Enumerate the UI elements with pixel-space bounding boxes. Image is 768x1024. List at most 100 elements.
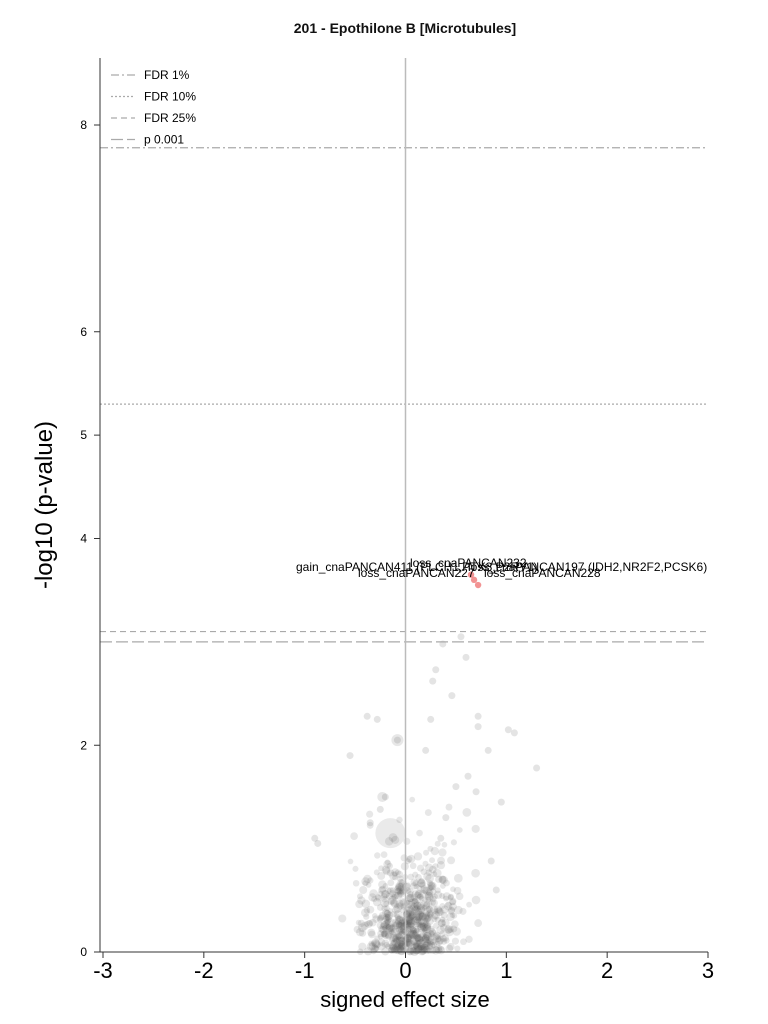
scatter-point: [406, 941, 413, 948]
scatter-point: [397, 942, 406, 951]
scatter-point: [418, 895, 425, 902]
x-tick-label: 0: [399, 958, 411, 983]
scatter-point: [377, 890, 384, 897]
scatter-point: [417, 879, 426, 888]
scatter-point: [424, 941, 433, 951]
scatter-point: [433, 922, 440, 929]
scatter-point: [411, 943, 418, 951]
scatter-point: [497, 798, 505, 806]
scatter-point: [444, 926, 453, 934]
scatter-point: [425, 893, 434, 903]
scatter-point: [391, 734, 404, 747]
scatter-point: [450, 886, 456, 893]
scatter-point: [414, 908, 423, 916]
scatter-point: [453, 886, 462, 895]
scatter-point: [387, 879, 395, 887]
scatter-point: [419, 922, 427, 930]
scatter-point: [410, 882, 418, 890]
scatter-point: [466, 901, 472, 908]
scatter-point: [390, 899, 399, 908]
scatter-point: [429, 857, 436, 864]
scatter-point: [385, 892, 393, 900]
scatter-point: [385, 924, 394, 932]
x-ticks: -3 -2 -1 0 1 2 3: [93, 952, 714, 983]
scatter-point: [382, 913, 391, 922]
scatter-point: [376, 903, 384, 911]
scatter-point: [410, 902, 419, 912]
scatter-point: [439, 935, 447, 943]
scatter-point: [423, 921, 431, 929]
scatter-point: [408, 911, 417, 920]
scatter-point: [395, 936, 402, 943]
scatter-point: [379, 926, 387, 934]
scatter-point: [382, 883, 389, 889]
scatter-point: [408, 922, 415, 929]
scatter-point: [397, 879, 405, 887]
scatter-point: [440, 938, 448, 945]
scatter-point: [416, 939, 426, 948]
scatter-point: [361, 877, 370, 886]
scatter-point: [407, 934, 415, 942]
scatter-point: [397, 882, 407, 891]
scatter-point: [398, 916, 406, 924]
scatter-point: [433, 934, 442, 943]
scatter-point: [404, 918, 412, 926]
scatter-point: [447, 926, 455, 933]
scatter-point: [423, 932, 431, 940]
scatter-point: [383, 905, 390, 912]
scatter-point: [390, 910, 397, 918]
scatter-point: [388, 927, 395, 934]
scatter-point: [417, 923, 426, 933]
scatter-point: [437, 919, 446, 928]
scatter-point: [363, 921, 370, 927]
scatter-point: [414, 902, 422, 910]
scatter-point: [419, 924, 426, 931]
scatter-point: [439, 903, 446, 910]
scatter-point: [404, 887, 412, 895]
scatter-point: [427, 845, 434, 852]
scatter-point: [425, 888, 433, 896]
scatter-point: [397, 890, 404, 897]
scatter-point: [397, 942, 406, 950]
scatter-point: [413, 883, 420, 890]
scatter-point: [421, 928, 428, 936]
scatter-point: [393, 910, 403, 919]
scatter-point: [311, 834, 319, 842]
scatter-point: [417, 911, 425, 919]
scatter-point: [385, 943, 392, 950]
scatter-point: [457, 633, 465, 641]
scatter-point: [441, 934, 449, 942]
scatter-point: [377, 942, 386, 951]
scatter-point: [370, 944, 379, 953]
scatter-point: [422, 923, 430, 932]
scatter-point: [421, 917, 429, 925]
scatter-point: [422, 746, 430, 754]
scatter-point: [416, 933, 426, 943]
scatter-point: [430, 941, 438, 949]
scatter-point: [414, 939, 423, 949]
scatter-point: [392, 905, 401, 914]
scatter-point: [421, 935, 429, 944]
scatter-point: [412, 942, 421, 950]
scatter-point: [425, 863, 434, 872]
scatter-point: [360, 921, 369, 930]
scatter-point: [384, 924, 393, 933]
scatter-point: [406, 918, 413, 925]
scatter-point: [426, 909, 434, 918]
scatter-point: [406, 922, 415, 931]
scatter-point: [429, 895, 437, 903]
scatter-point: [462, 808, 472, 817]
scatter-point: [377, 871, 386, 880]
scatter-point: [438, 848, 447, 857]
scatter-point: [431, 916, 438, 923]
scatter-point: [445, 944, 454, 953]
scatter-point: [406, 905, 414, 914]
point-annotation: loss_cnaPANCAN232: [410, 556, 527, 570]
scatter-point: [371, 938, 380, 948]
scatter-point: [447, 894, 454, 901]
scatter-point: [389, 930, 396, 938]
scatter-point: [418, 911, 428, 921]
scatter-point: [379, 885, 387, 893]
scatter-point: [421, 933, 430, 942]
scatter-point: [404, 915, 414, 924]
